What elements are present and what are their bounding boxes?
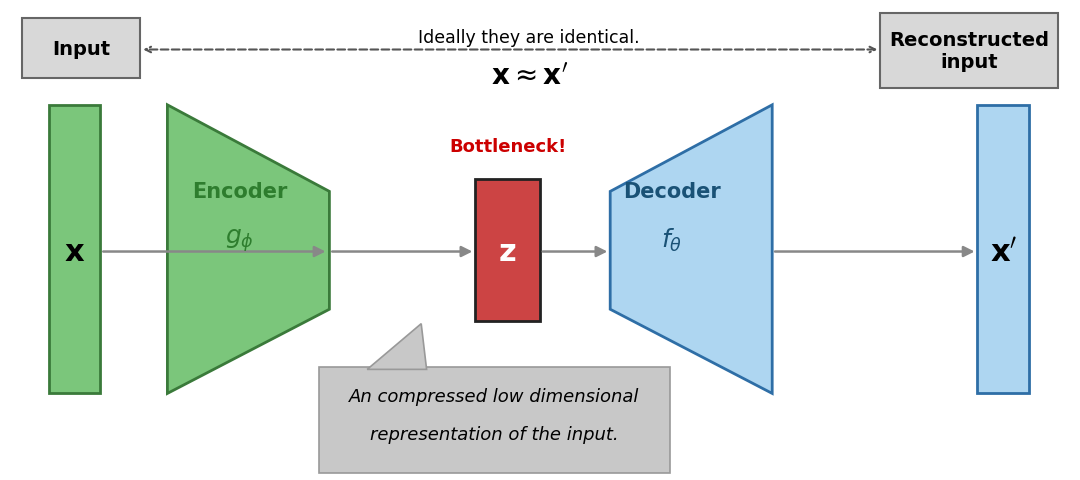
Text: $\mathbf{x} \approx \mathbf{x}'$: $\mathbf{x} \approx \mathbf{x}'$ (490, 63, 568, 91)
Text: An compressed low dimensional: An compressed low dimensional (350, 387, 639, 405)
Text: Input: Input (52, 40, 110, 59)
Polygon shape (367, 324, 427, 370)
FancyBboxPatch shape (49, 106, 100, 394)
Text: Bottleneck!: Bottleneck! (449, 137, 566, 156)
FancyBboxPatch shape (880, 14, 1058, 89)
Text: $\mathbf{x}'$: $\mathbf{x}'$ (989, 238, 1017, 266)
Text: Encoder: Encoder (192, 182, 287, 202)
Text: Decoder: Decoder (623, 182, 720, 202)
Text: Reconstructed
input: Reconstructed input (889, 31, 1050, 72)
Polygon shape (167, 106, 329, 394)
Text: Ideally they are identical.: Ideally they are identical. (418, 29, 640, 48)
Polygon shape (610, 106, 772, 394)
FancyBboxPatch shape (22, 19, 140, 79)
FancyBboxPatch shape (977, 106, 1029, 394)
FancyBboxPatch shape (475, 180, 540, 322)
Text: $\mathbf{z}$: $\mathbf{z}$ (499, 238, 516, 266)
Text: $g_\phi$: $g_\phi$ (226, 227, 254, 253)
Text: $f_\theta$: $f_\theta$ (661, 227, 683, 253)
Text: representation of the input.: representation of the input. (370, 425, 619, 444)
Text: $\mathbf{x}$: $\mathbf{x}$ (64, 238, 85, 266)
FancyBboxPatch shape (319, 367, 670, 473)
